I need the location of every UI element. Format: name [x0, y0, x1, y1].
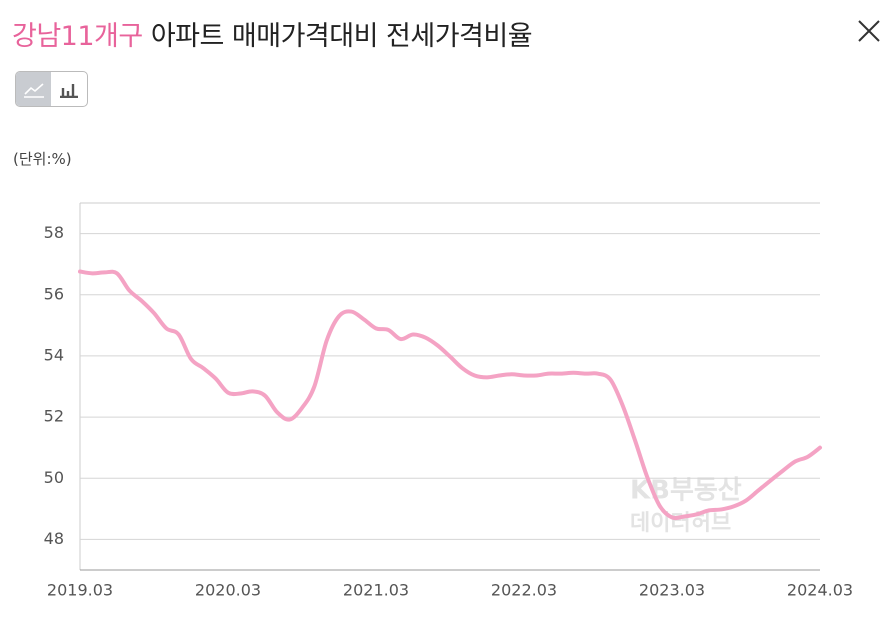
unit-label: (단위:%): [13, 150, 72, 168]
y-tick-label: 58: [44, 223, 64, 242]
watermark-sub: 데이터허브: [630, 511, 731, 536]
title: 강남11개구 아파트 매매가격대비 전세가격비율: [12, 14, 533, 53]
data-line: [78, 269, 822, 521]
y-tick-label: 48: [44, 529, 64, 548]
x-tick-label: 2020.03: [195, 581, 261, 600]
line-icon: [23, 83, 44, 98]
x-tick-label: 2024.03: [787, 581, 853, 600]
y-tick-label: 56: [44, 284, 64, 303]
x-tick-label: 2022.03: [491, 581, 557, 600]
title-highlight: 강남11개구: [12, 21, 143, 52]
x-tick-label: 2023.03: [639, 581, 705, 600]
close-button[interactable]: [856, 18, 882, 44]
bar-view-button[interactable]: [51, 72, 86, 106]
line-view-button[interactable]: [16, 72, 51, 106]
y-tick-label: 54: [44, 345, 64, 364]
y-tick-label: 52: [44, 407, 64, 426]
y-tick-label: 50: [44, 468, 64, 487]
title-text: 아파트 매매가격대비 전세가격비율: [150, 21, 533, 52]
bar-icon: [59, 84, 78, 98]
x-tick-label: 2019.03: [47, 581, 113, 600]
chart-toggle: [15, 71, 88, 107]
x-tick-label: 2021.03: [343, 581, 409, 600]
